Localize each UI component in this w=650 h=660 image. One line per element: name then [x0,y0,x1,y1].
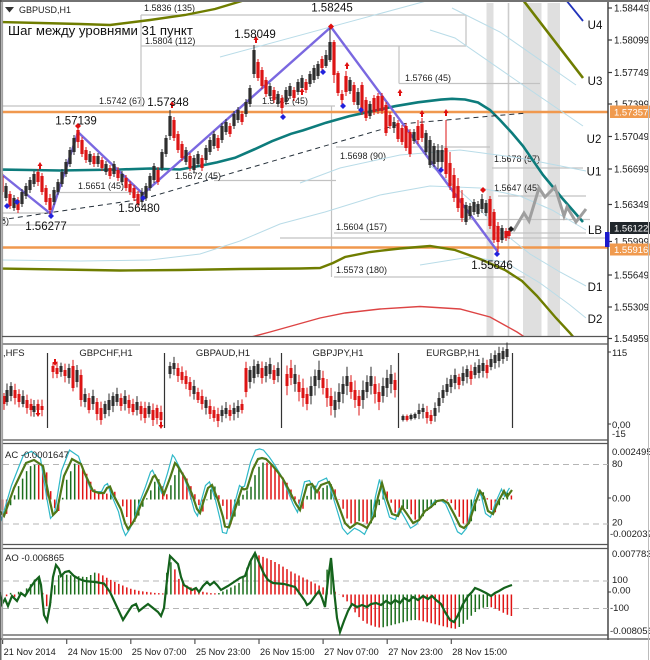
svg-text:-100: -100 [610,603,629,614]
svg-text:1.57399: 1.57399 [614,99,649,110]
svg-text:D2: D2 [588,314,603,326]
svg-text:1.55999: 1.55999 [614,237,649,248]
svg-text:28 Nov 15:00: 28 Nov 15:00 [452,647,507,657]
svg-text:GBPJPY,H1: GBPJPY,H1 [312,348,363,359]
svg-text:25 Nov 07:00: 25 Nov 07:00 [132,647,187,657]
svg-text:1.58099: 1.58099 [614,35,649,46]
svg-text:GBPUSD,H1: GBPUSD,H1 [19,5,71,15]
svg-text:1.5604 (157): 1.5604 (157) [336,222,387,232]
svg-text:LB: LB [588,225,602,237]
svg-text:25 Nov 23:00: 25 Nov 23:00 [196,647,251,657]
svg-text:1.58049: 1.58049 [234,29,276,41]
svg-text:1.55649: 1.55649 [614,270,649,281]
svg-text:U4: U4 [588,20,603,32]
svg-text:1.5651 (45): 1.5651 (45) [78,181,124,191]
svg-text:U3: U3 [588,76,603,88]
svg-text:1.5804 (112): 1.5804 (112) [145,36,195,46]
svg-text:1.5742 (67): 1.5742 (67) [99,96,145,106]
svg-text:U2: U2 [587,134,602,146]
svg-text:20: 20 [612,518,623,529]
svg-text:1.57139: 1.57139 [55,116,97,128]
svg-text:1.56699: 1.56699 [614,164,649,175]
svg-text:1.56349: 1.56349 [614,200,649,211]
svg-text:0.00: 0.00 [612,494,631,505]
svg-text:1.5766 (45): 1.5766 (45) [405,73,451,83]
svg-text:-0.008056: -0.008056 [610,626,650,637]
svg-text:1.5647 (45): 1.5647 (45) [494,183,540,193]
svg-text:1.56480: 1.56480 [118,203,160,215]
svg-text:0.00: 0.00 [612,586,631,597]
svg-text:-0.002032: -0.002032 [610,529,650,540]
svg-text:1.57049: 1.57049 [614,132,649,143]
svg-text:1.54959: 1.54959 [614,334,649,345]
svg-text:1.55309: 1.55309 [614,302,649,313]
svg-text:Шаг между уровнями 31 пункт: Шаг между уровнями 31 пункт [8,23,193,38]
svg-text:1.5698 (90): 1.5698 (90) [340,151,386,161]
svg-text:21 Nov 2014: 21 Nov 2014 [4,647,56,657]
svg-text:U1: U1 [587,167,602,179]
svg-text:AC -0.0001647: AC -0.0001647 [5,450,69,461]
svg-text:1.57357: 1.57357 [614,107,648,118]
svg-text:26 Nov 15:00: 26 Nov 15:00 [260,647,315,657]
svg-text:24 Nov 15:00: 24 Nov 15:00 [68,647,123,657]
svg-text:0,00: 0,00 [612,420,631,431]
svg-text:1.57348: 1.57348 [147,97,189,109]
svg-text:1.56277: 1.56277 [25,221,67,233]
svg-text:115: 115 [612,348,627,359]
svg-text:1.56122: 1.56122 [614,224,648,235]
svg-text:1.5672 (45): 1.5672 (45) [175,171,221,181]
svg-text:GBPCHF,H1: GBPCHF,H1 [79,348,132,359]
svg-text:1.5573 (180): 1.5573 (180) [336,265,387,275]
svg-text:EURGBP,H1: EURGBP,H1 [426,348,480,359]
svg-text:0.007783: 0.007783 [612,549,650,560]
svg-text:D1: D1 [588,282,603,294]
svg-text:0.002495: 0.002495 [612,447,650,458]
svg-text:5): 5) [1,216,9,226]
svg-text:27 Nov 23:00: 27 Nov 23:00 [388,647,443,657]
svg-text:1.57749: 1.57749 [614,68,649,79]
svg-text:27 Nov 07:00: 27 Nov 07:00 [324,647,379,657]
svg-text:100: 100 [612,575,628,586]
svg-text:1.58449: 1.58449 [614,3,649,14]
svg-text:1.58245: 1.58245 [311,3,353,15]
svg-text:AO -0.006865: AO -0.006865 [5,553,64,564]
svg-text:,HFS: ,HFS [3,348,25,359]
svg-text:GBPAUD,H1: GBPAUD,H1 [196,348,250,359]
svg-text:-15: -15 [612,429,626,440]
svg-text:1.5836 (135): 1.5836 (135) [144,3,195,13]
svg-text:1.55916: 1.55916 [614,245,648,256]
svg-text:1.55846: 1.55846 [471,260,513,272]
svg-text:1.5678 (67): 1.5678 (67) [494,154,540,164]
svg-text:80: 80 [612,459,623,470]
